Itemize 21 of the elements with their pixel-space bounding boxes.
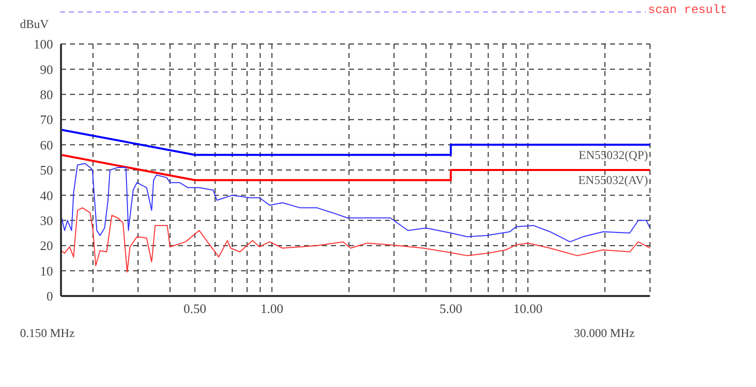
y-tick-label: 30 (40, 213, 53, 228)
x-tick-label: 1.00 (260, 301, 284, 316)
text: 30.000 MHz (574, 326, 635, 341)
y-tick-label: 60 (40, 137, 53, 152)
y-tick-label: 40 (40, 188, 53, 203)
y-tick-label: 80 (40, 87, 53, 102)
x-tick-label: 5.00 (439, 301, 462, 316)
y-axis-title: dBuV (20, 17, 49, 32)
y-tick-label: 0 (46, 288, 53, 304)
y-tick-label: 50 (40, 162, 53, 178)
y-tick-label: 20 (40, 238, 53, 254)
x-tick-label: 0.50 (183, 301, 206, 316)
y-tick-label: 100 (34, 36, 53, 52)
y-tick-label: 70 (40, 112, 53, 128)
text: 0.150 MHz (20, 326, 75, 341)
x-tick-label: 10.00 (513, 301, 542, 316)
series-label: EN55032(AV) (578, 173, 648, 187)
text: scan result (648, 3, 728, 17)
y-tick-label: 90 (40, 62, 53, 77)
series-label: EN55032(QP) (578, 148, 648, 162)
y-tick-label: 10 (40, 263, 53, 278)
